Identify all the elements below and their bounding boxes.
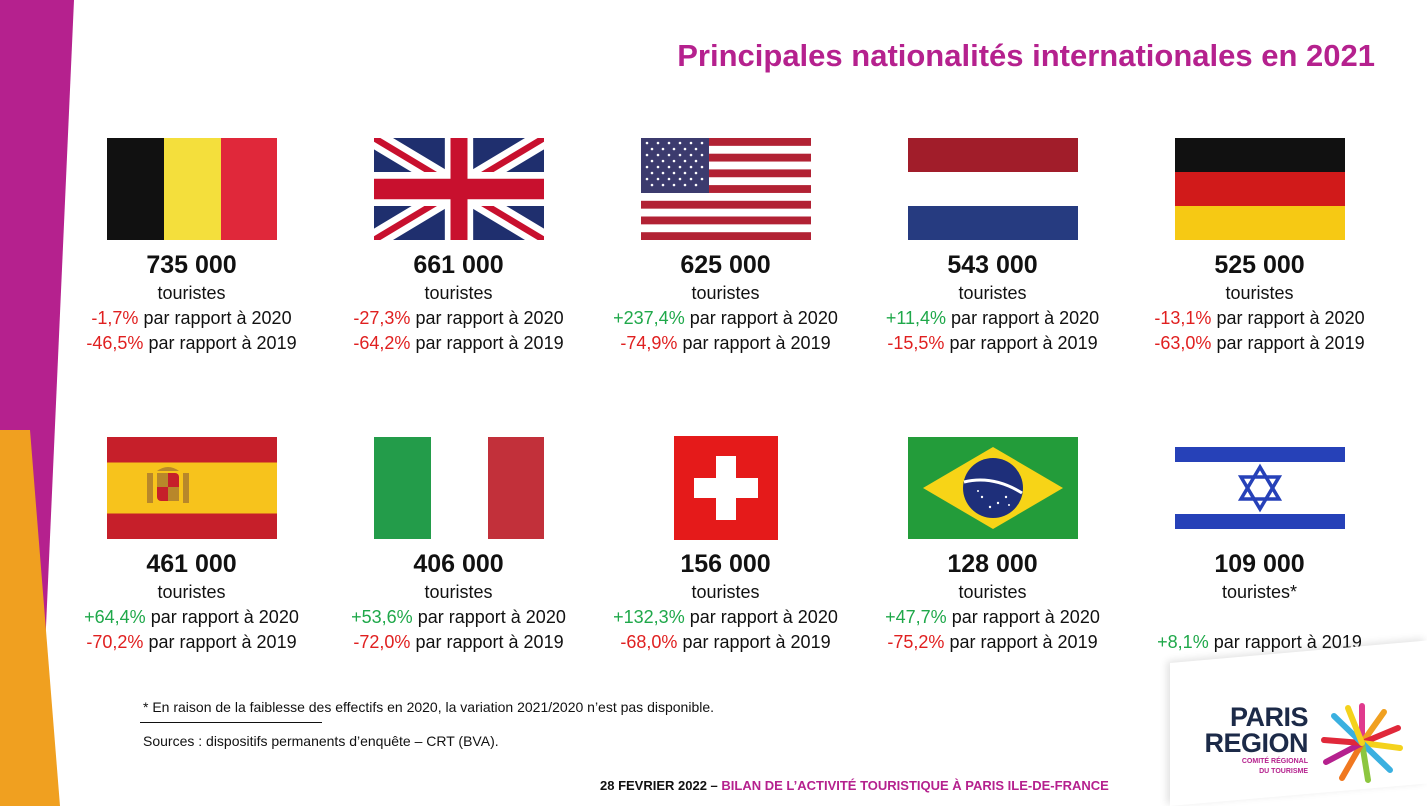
country-card-switzerland: 156 000 touristes +132,3% par rapport à … <box>592 436 859 655</box>
change-vs-2020: +47,7% par rapport à 2020 <box>885 607 1100 627</box>
unit-label: touristes <box>424 582 493 602</box>
germany-flag-icon <box>1174 138 1345 240</box>
change-vs-2019: -70,2% par rapport à 2019 <box>86 632 297 652</box>
tourist-count: 625 000 <box>680 251 771 279</box>
logo-subtitle-1: COMITÉ RÉGIONAL <box>1241 758 1308 765</box>
unit-label: touristes <box>1225 283 1294 303</box>
country-card-netherlands: 543 000 touristes +11,4% par rapport à 2… <box>859 138 1126 356</box>
star-of-david-icon <box>1237 463 1282 513</box>
footnote-divider <box>140 722 322 723</box>
change-vs-2019: -72,0% par rapport à 2019 <box>353 632 564 652</box>
change-vs-2020: +11,4% par rapport à 2020 <box>885 308 1100 328</box>
tourist-count: 109 000 <box>1214 550 1305 578</box>
change-vs-2019: -74,9% par rapport à 2019 <box>620 333 831 353</box>
change-vs-2019: -75,2% par rapport à 2019 <box>887 632 1098 652</box>
country-card-italy: 406 000 touristes +53,6% par rapport à 2… <box>325 437 592 655</box>
country-card-united-kingdom: 661 000 touristes -27,3% par rapport à 2… <box>325 138 592 356</box>
country-card-united-states: 625 000 touristes +237,4% par rapport à … <box>592 138 859 356</box>
footnote: * En raison de la faiblesse des effectif… <box>143 699 715 715</box>
tourist-count: 156 000 <box>680 550 771 578</box>
tourist-count: 735 000 <box>146 251 237 279</box>
tourist-count: 406 000 <box>413 550 504 578</box>
tourist-count: 661 000 <box>413 251 504 279</box>
logo-word-paris: PARIS <box>1229 702 1309 732</box>
logo-subtitle-2: DU TOURISME <box>1259 768 1308 775</box>
netherlands-flag-icon <box>907 138 1078 240</box>
tourist-count: 461 000 <box>146 550 237 578</box>
change-vs-2019: -63,0% par rapport à 2019 <box>1154 333 1365 353</box>
tourist-count: 525 000 <box>1214 251 1305 279</box>
change-vs-2019: -15,5% par rapport à 2019 <box>887 333 1098 353</box>
israel-flag-icon <box>1174 437 1345 539</box>
country-card-spain: 461 000 touristes +64,4% par rapport à 2… <box>58 437 325 655</box>
decorative-side-band <box>0 0 74 806</box>
change-vs-2019: +8,1% par rapport à 2019 <box>1157 632 1362 652</box>
switzerland-flag-icon <box>673 436 778 540</box>
unit-label: touristes* <box>1221 582 1298 602</box>
unit-label: touristes <box>958 283 1027 303</box>
page-title: Principales nationalités internationales… <box>677 38 1375 73</box>
italy-flag-icon <box>373 437 544 539</box>
change-vs-2020: -1,7% par rapport à 2020 <box>91 308 292 328</box>
unit-label: touristes <box>958 582 1027 602</box>
change-vs-2020: -13,1% par rapport à 2020 <box>1154 308 1365 328</box>
tourist-count: 128 000 <box>947 550 1038 578</box>
unit-label: touristes <box>691 582 760 602</box>
paris-region-logo: PARIS REGION COMITÉ RÉGIONAL DU TOURISME <box>1200 700 1410 790</box>
footer-title: BILAN DE L’ACTIVITÉ TOURISTIQUE À PARIS … <box>721 778 1109 793</box>
unit-label: touristes <box>691 283 760 303</box>
change-vs-2020: -27,3% par rapport à 2020 <box>353 308 564 328</box>
unit-label: touristes <box>424 283 493 303</box>
nationality-grid: 735 000 touristes -1,7% par rapport à 20… <box>58 0 1393 806</box>
united-kingdom-flag-icon <box>373 138 544 240</box>
footer-caption: 28 FEVRIER 2022 – BILAN DE L’ACTIVITÉ TO… <box>600 778 1109 793</box>
country-card-israel: 109 000 touristes* +8,1% par rapport à 2… <box>1126 437 1393 655</box>
change-vs-2020-empty <box>1126 605 1393 630</box>
unit-label: touristes <box>157 582 226 602</box>
change-vs-2020: +237,4% par rapport à 2020 <box>613 308 838 328</box>
belgium-flag-icon <box>106 138 277 240</box>
brazil-flag-icon <box>907 437 1078 539</box>
footer-date: 28 FEVRIER 2022 – <box>600 778 718 793</box>
change-vs-2020: +64,4% par rapport à 2020 <box>84 607 299 627</box>
tourist-count: 543 000 <box>947 251 1038 279</box>
sources-note: Sources : dispositifs permanents d’enquê… <box>143 733 499 749</box>
change-vs-2019: -68,0% par rapport à 2019 <box>620 632 831 652</box>
change-vs-2019: -46,5% par rapport à 2019 <box>86 333 297 353</box>
coat-of-arms-icon <box>146 467 189 503</box>
country-card-brazil: 128 000 touristes +47,7% par rapport à 2… <box>859 437 1126 655</box>
change-vs-2020: +132,3% par rapport à 2020 <box>613 607 838 627</box>
sunburst-logo-icon <box>1321 703 1403 783</box>
change-vs-2019: -64,2% par rapport à 2019 <box>353 333 564 353</box>
country-card-germany: 525 000 touristes -13,1% par rapport à 2… <box>1126 138 1393 356</box>
spain-flag-icon <box>106 437 277 539</box>
unit-label: touristes <box>157 283 226 303</box>
logo-word-region: REGION <box>1204 728 1308 758</box>
country-card-belgium: 735 000 touristes -1,7% par rapport à 20… <box>58 138 325 356</box>
united-states-flag-icon <box>640 138 811 240</box>
change-vs-2020: +53,6% par rapport à 2020 <box>351 607 566 627</box>
